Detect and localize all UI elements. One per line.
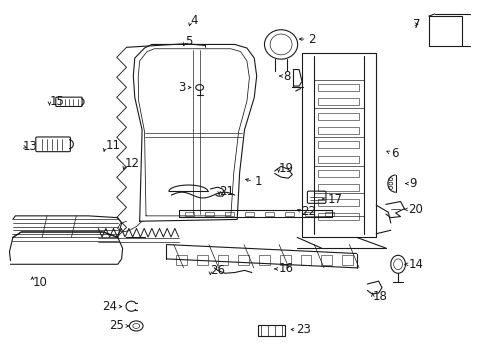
Bar: [285, 212, 293, 216]
Text: 21: 21: [219, 185, 234, 198]
Text: 12: 12: [125, 157, 140, 170]
Bar: [258, 325, 285, 336]
Bar: [224, 212, 233, 216]
Bar: [321, 255, 331, 265]
Bar: [184, 212, 193, 216]
Bar: [204, 212, 213, 216]
Text: 1: 1: [254, 175, 261, 188]
Text: 13: 13: [22, 140, 38, 153]
Text: 7: 7: [412, 18, 419, 31]
Bar: [317, 84, 358, 91]
Bar: [176, 255, 186, 265]
Text: 4: 4: [190, 14, 198, 27]
Bar: [317, 113, 358, 120]
Bar: [341, 255, 352, 265]
Text: 17: 17: [327, 193, 342, 206]
Bar: [317, 213, 358, 220]
Text: 20: 20: [407, 203, 422, 216]
Text: 19: 19: [278, 162, 293, 175]
Text: 26: 26: [210, 264, 225, 277]
Bar: [325, 212, 333, 216]
Bar: [305, 212, 313, 216]
Text: 9: 9: [408, 177, 416, 190]
Bar: [264, 212, 273, 216]
Text: 10: 10: [32, 276, 47, 289]
Bar: [317, 127, 358, 134]
Bar: [317, 141, 358, 148]
Bar: [259, 255, 269, 265]
Text: 18: 18: [372, 290, 387, 303]
Bar: [317, 98, 358, 105]
Bar: [317, 184, 358, 192]
Text: 14: 14: [408, 258, 423, 271]
Text: 15: 15: [49, 95, 64, 108]
Bar: [317, 170, 358, 177]
Bar: [317, 156, 358, 163]
Text: 24: 24: [102, 300, 117, 313]
Bar: [197, 255, 207, 265]
Bar: [317, 199, 358, 206]
Bar: [428, 16, 461, 45]
Bar: [300, 255, 311, 265]
Text: 22: 22: [301, 205, 316, 218]
Text: 6: 6: [390, 147, 397, 159]
Bar: [217, 255, 228, 265]
Text: 11: 11: [105, 139, 120, 152]
Text: 8: 8: [283, 69, 290, 82]
Text: 23: 23: [296, 323, 310, 336]
Text: 5: 5: [184, 35, 192, 49]
Bar: [238, 255, 248, 265]
Text: 2: 2: [307, 32, 315, 46]
Bar: [244, 212, 253, 216]
Text: 3: 3: [178, 81, 185, 94]
Text: 16: 16: [278, 262, 293, 275]
Text: 25: 25: [108, 319, 123, 332]
Bar: [279, 255, 290, 265]
